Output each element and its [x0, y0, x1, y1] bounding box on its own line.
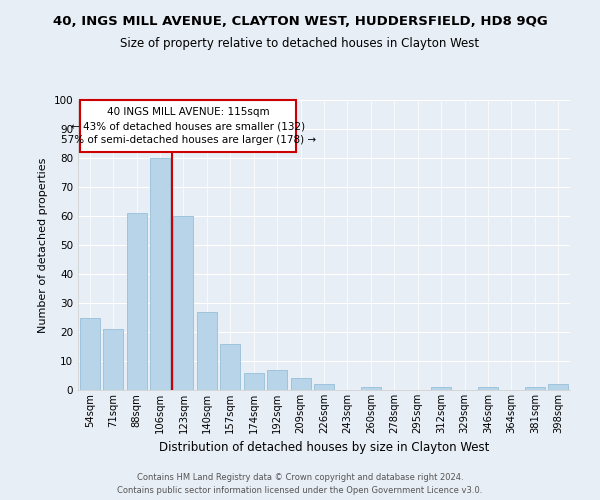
- Y-axis label: Number of detached properties: Number of detached properties: [38, 158, 48, 332]
- Text: Contains HM Land Registry data © Crown copyright and database right 2024.: Contains HM Land Registry data © Crown c…: [137, 474, 463, 482]
- Bar: [244, 372, 263, 390]
- Text: Contains public sector information licensed under the Open Government Licence v3: Contains public sector information licen…: [118, 486, 482, 495]
- Text: Size of property relative to detached houses in Clayton West: Size of property relative to detached ho…: [121, 38, 479, 51]
- Bar: [267, 370, 287, 390]
- Bar: [478, 387, 498, 390]
- Bar: [431, 387, 451, 390]
- Bar: [361, 387, 381, 390]
- Bar: [80, 318, 100, 390]
- Bar: [127, 213, 146, 390]
- X-axis label: Distribution of detached houses by size in Clayton West: Distribution of detached houses by size …: [159, 442, 489, 454]
- Bar: [80, 100, 296, 152]
- Bar: [525, 387, 545, 390]
- Bar: [173, 216, 193, 390]
- Bar: [103, 329, 123, 390]
- Text: 40, INGS MILL AVENUE, CLAYTON WEST, HUDDERSFIELD, HD8 9QG: 40, INGS MILL AVENUE, CLAYTON WEST, HUDD…: [53, 15, 547, 28]
- Bar: [314, 384, 334, 390]
- Text: 40 INGS MILL AVENUE: 115sqm
← 43% of detached houses are smaller (132)
57% of se: 40 INGS MILL AVENUE: 115sqm ← 43% of det…: [61, 107, 316, 145]
- Bar: [548, 384, 568, 390]
- Bar: [220, 344, 240, 390]
- Bar: [150, 158, 170, 390]
- Bar: [197, 312, 217, 390]
- Bar: [290, 378, 311, 390]
